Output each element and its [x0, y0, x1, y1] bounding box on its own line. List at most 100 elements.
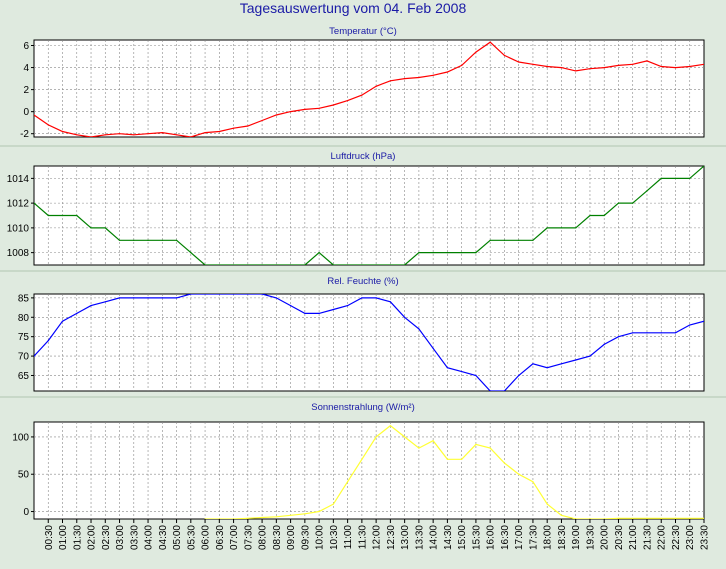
data-point	[689, 177, 691, 179]
data-point	[418, 76, 420, 79]
data-point	[261, 294, 263, 295]
data-point	[47, 340, 49, 342]
x-tick-label: 08:30	[272, 525, 283, 550]
data-point	[532, 363, 534, 365]
y-tick-label: 100	[12, 432, 29, 443]
data-point	[461, 458, 463, 460]
y-tick-label: 1010	[7, 223, 30, 234]
data-point	[532, 239, 534, 241]
data-point	[61, 214, 64, 217]
data-point	[347, 100, 349, 102]
x-tick-label: 05:30	[186, 525, 197, 550]
x-tick-label: 19:30	[586, 525, 597, 550]
data-point	[617, 202, 620, 204]
data-point	[47, 214, 49, 217]
x-tick-label: 07:00	[229, 525, 240, 550]
chart-panel-3: Rel. Feuchte (%) 65 70 75 80 85	[0, 276, 726, 398]
x-tick-label: 06:00	[201, 525, 212, 550]
chart-title: Rel. Feuchte (%)	[327, 276, 398, 287]
y-tick-label: 1014	[7, 174, 30, 185]
data-point	[247, 125, 249, 127]
data-point	[176, 239, 178, 241]
data-point	[118, 133, 121, 135]
data-point	[575, 518, 577, 519]
data-point	[418, 328, 420, 330]
data-point	[489, 390, 491, 391]
x-tick-label: 11:30	[357, 525, 368, 550]
data-point	[332, 104, 334, 106]
x-tick-label: 22:30	[671, 525, 682, 550]
data-point	[660, 65, 662, 68]
data-point	[674, 67, 677, 69]
data-point	[34, 355, 35, 357]
x-tick-label: 18:00	[543, 525, 554, 550]
data-point	[389, 264, 391, 265]
y-tick-label: 1008	[7, 248, 30, 259]
data-point	[617, 517, 620, 519]
data-point	[632, 517, 634, 519]
chart-title: Luftdruck (hPa)	[331, 151, 396, 162]
plot-area	[33, 421, 705, 520]
data-point	[461, 252, 463, 254]
data-point	[247, 294, 249, 295]
y-tick-label: 0	[23, 507, 29, 518]
data-point	[389, 80, 391, 82]
x-tick-label: 01:30	[72, 525, 83, 550]
series-line	[205, 424, 704, 519]
panel-separator	[0, 270, 726, 272]
panel-separator	[0, 396, 726, 398]
data-point	[76, 312, 78, 314]
data-point	[347, 305, 349, 307]
data-point	[218, 518, 220, 519]
data-point	[375, 264, 377, 265]
data-point	[432, 74, 434, 76]
data-point	[304, 513, 306, 515]
x-axis: 00:30 01:00 01:30 02:00 02:30 03:00 03:30 04:00…	[44, 519, 711, 550]
data-point	[218, 130, 220, 133]
data-point	[204, 518, 206, 519]
chart-panel-4: Sonnenstrahlung (W/m²) 0 50 100	[12, 402, 705, 520]
data-point	[275, 264, 277, 265]
data-point	[218, 264, 220, 265]
data-point	[247, 264, 249, 265]
data-point	[560, 67, 563, 69]
plot-area	[33, 293, 705, 392]
x-tick-label: 09:30	[300, 525, 311, 550]
data-point	[61, 130, 64, 133]
data-point	[475, 252, 477, 254]
x-tick-label: 17:00	[514, 525, 525, 550]
data-point	[703, 517, 704, 519]
data-point	[518, 239, 520, 241]
data-point	[275, 516, 277, 518]
data-point	[461, 371, 463, 373]
x-tick-label: 02:00	[87, 525, 98, 550]
x-tick-label: 20:00	[600, 525, 611, 550]
data-point	[375, 85, 377, 87]
data-point	[446, 367, 448, 369]
data-point	[689, 517, 691, 519]
x-tick-label: 04:30	[158, 525, 169, 550]
y-tick-label: -2	[20, 129, 29, 140]
data-point	[304, 108, 306, 110]
data-point	[389, 425, 391, 427]
data-point	[603, 343, 605, 345]
data-point	[361, 458, 363, 460]
x-tick-label: 09:00	[286, 525, 297, 550]
data-point	[190, 294, 192, 295]
y-tick-label: 65	[18, 371, 30, 382]
data-point	[261, 119, 263, 122]
data-point	[703, 320, 704, 322]
data-point	[261, 264, 263, 265]
data-point	[347, 481, 349, 483]
data-point	[233, 518, 235, 519]
data-point	[133, 239, 135, 241]
data-point	[560, 514, 563, 516]
data-point	[290, 514, 292, 516]
data-point	[489, 41, 491, 43]
data-point	[147, 133, 149, 135]
x-tick-label: 18:30	[557, 525, 568, 550]
data-point	[233, 264, 235, 265]
y-tick-label: 2	[23, 85, 29, 96]
data-point	[646, 60, 648, 62]
